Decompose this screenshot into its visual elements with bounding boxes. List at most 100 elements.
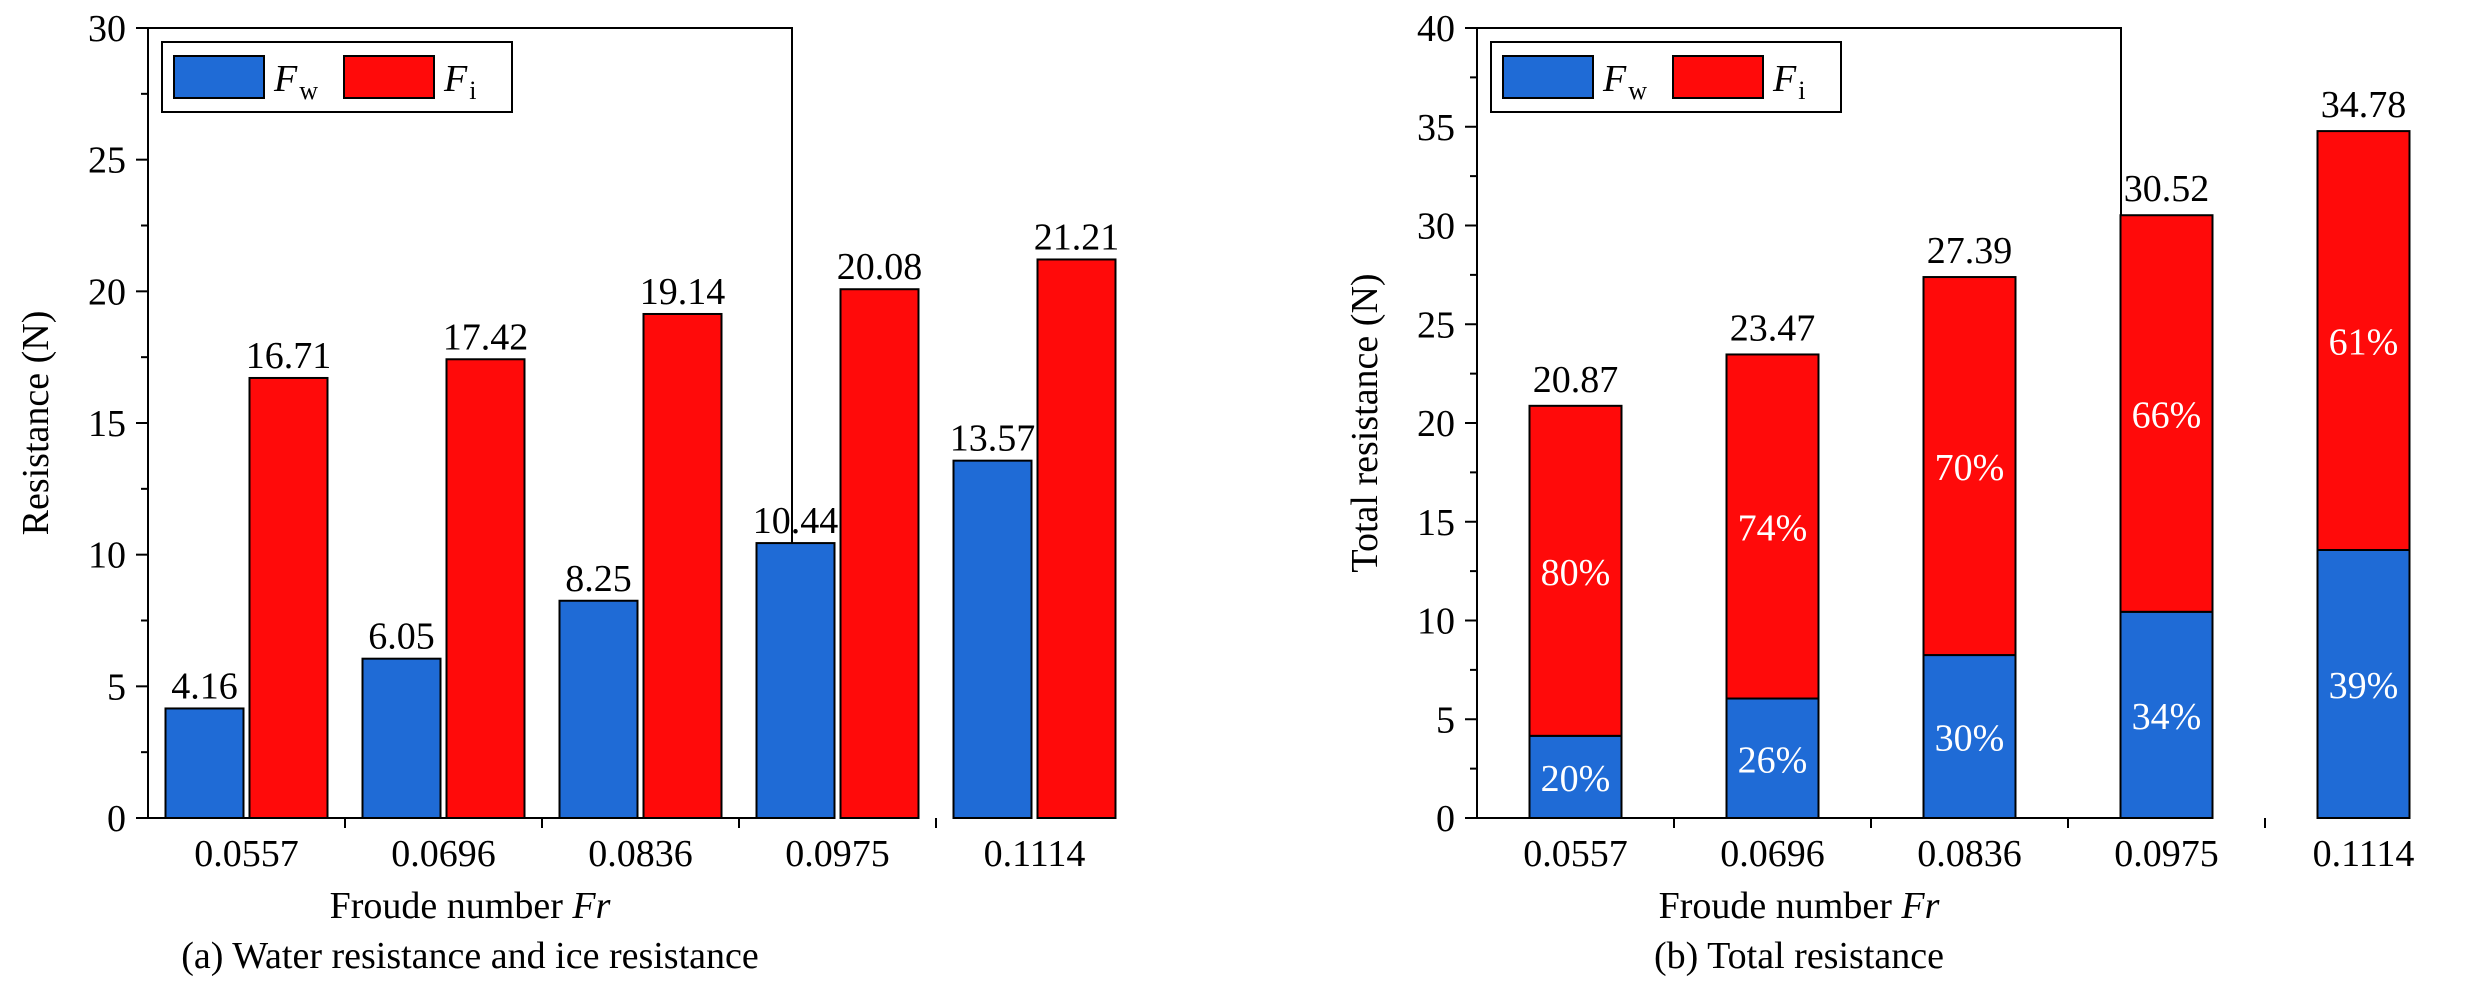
- data-label-fi: 19.14: [640, 271, 726, 313]
- bar-fi: [1528, 404, 1623, 737]
- y-tick-label: 15: [88, 403, 126, 445]
- x-tick-label: 0.1114: [984, 833, 1086, 875]
- x-tick-label: 0.0557: [194, 833, 299, 875]
- x-axis-label-text: Froude number: [330, 885, 564, 927]
- total-label: 34.78: [2321, 84, 2407, 126]
- x-tick-label: 0.0975: [785, 833, 890, 875]
- chart-a: 0 5 10 15 20 25 30 0.0557 0.0696 0.0836 0.0975 0.11…: [15, 8, 1119, 977]
- y-tick-label: 30: [1417, 206, 1455, 248]
- y-tick-label: 15: [1417, 502, 1455, 544]
- bar-fi: [445, 358, 526, 819]
- legend-label-fw: Fw: [1602, 58, 1647, 105]
- bar-fw: [755, 542, 836, 820]
- legend-subscript: w: [299, 76, 318, 105]
- bar-fi: [1725, 353, 1820, 700]
- x-tick-label: 0.0836: [1917, 833, 2022, 875]
- x-axis-label-space: [1892, 885, 1902, 927]
- bar-fw: [1725, 697, 1820, 820]
- legend-symbol: F: [443, 58, 468, 100]
- legend-label-fi: Fi: [443, 58, 476, 105]
- y-tick-label: 25: [1417, 304, 1455, 346]
- total-label: 27.39: [1927, 230, 2013, 272]
- legend-label-fw: Fw: [273, 58, 318, 105]
- percent-label-fw: 20%: [1541, 758, 1611, 800]
- legend-subscript: i: [1798, 76, 1805, 105]
- percent-label-fi: 61%: [2329, 322, 2399, 364]
- bar-fi: [2316, 130, 2411, 551]
- data-label-fw: 10.44: [753, 500, 839, 542]
- legend-symbol: F: [1772, 58, 1797, 100]
- x-axis-label: Froude number Fr: [330, 885, 611, 927]
- chart-caption: (b) Total resistance: [1654, 935, 1944, 977]
- legend-symbol: F: [273, 58, 298, 100]
- percent-label-fi: 66%: [2132, 395, 2202, 437]
- chart-caption: (a) Water resistance and ice resistance: [181, 935, 759, 977]
- percent-label-fw: 26%: [1738, 739, 1808, 781]
- bar-fw: [1528, 734, 1623, 820]
- x-axis-label-symbol: Fr: [571, 885, 610, 927]
- data-label-fi: 21.21: [1034, 216, 1120, 258]
- percent-label-fw: 39%: [2329, 665, 2399, 707]
- y-tick-label: 5: [1436, 699, 1455, 741]
- percent-label-fi: 74%: [1738, 507, 1808, 549]
- y-tick-label: 0: [107, 798, 126, 840]
- total-label: 23.47: [1730, 307, 1816, 349]
- data-label-fw: 8.25: [565, 558, 632, 600]
- y-tick-label: 20: [1417, 403, 1455, 445]
- legend-swatch-fi: [343, 55, 435, 99]
- y-tick-label: 25: [88, 140, 126, 182]
- x-tick-label: 0.0975: [2114, 833, 2219, 875]
- data-label-fi: 16.71: [246, 335, 332, 377]
- percent-label-fw: 34%: [2132, 696, 2202, 738]
- legend-swatch-fw: [1502, 55, 1594, 99]
- y-tick-label: 30: [88, 8, 126, 50]
- bar-fi: [642, 312, 723, 819]
- legend-symbol: F: [1602, 58, 1627, 100]
- x-tick-label: 0.0696: [391, 833, 496, 875]
- y-tick-label: 0: [1436, 798, 1455, 840]
- data-label-fi: 20.08: [837, 246, 923, 288]
- y-axis-label: Resistance (N): [15, 311, 57, 536]
- x-tick-label: 0.0696: [1720, 833, 1825, 875]
- total-label: 20.87: [1533, 359, 1619, 401]
- y-tick-label: 40: [1417, 8, 1455, 50]
- legend-swatch-fi: [1672, 55, 1764, 99]
- bar-fw: [361, 657, 442, 820]
- data-label-fw: 4.16: [171, 665, 238, 707]
- x-tick-label: 0.0836: [588, 833, 693, 875]
- bar-fw: [164, 707, 245, 819]
- legend-subscript: i: [469, 76, 476, 105]
- y-tick-label: 20: [88, 271, 126, 313]
- legend: Fw Fi: [161, 41, 513, 113]
- y-tick-label: 5: [107, 666, 126, 708]
- x-tick-label: 0.0557: [1523, 833, 1628, 875]
- x-axis-label-text: Froude number: [1659, 885, 1893, 927]
- bar-fi: [248, 376, 329, 819]
- legend-subscript: w: [1628, 76, 1647, 105]
- legend: Fw Fi: [1490, 41, 1842, 113]
- percent-label-fi: 70%: [1935, 447, 2005, 489]
- chart-b: 0 5 10 15 20 25 30 35 40 0.0557 0.0696 0.0836 0.0975…: [1344, 8, 2414, 977]
- bar-fw: [558, 599, 639, 819]
- x-axis-label: Froude number Fr: [1659, 885, 1940, 927]
- percent-label-fw: 30%: [1935, 718, 2005, 760]
- y-tick-label: 10: [1417, 601, 1455, 643]
- data-label-fw: 6.05: [368, 616, 435, 658]
- x-tick-label: 0.1114: [2313, 833, 2415, 875]
- x-axis-label-symbol: Fr: [1900, 885, 1939, 927]
- bar-fi: [2119, 214, 2214, 613]
- y-tick-label: 35: [1417, 107, 1455, 149]
- bar-fw: [1922, 654, 2017, 819]
- bar-fw: [2119, 610, 2214, 819]
- total-label: 30.52: [2124, 168, 2210, 210]
- percent-label-fi: 80%: [1541, 552, 1611, 594]
- legend-swatch-fw: [173, 55, 265, 99]
- y-axis-label: Total resistance (N): [1344, 273, 1386, 572]
- y-tick-label: 10: [88, 535, 126, 577]
- bar-fw: [952, 459, 1033, 819]
- legend-label-fi: Fi: [1772, 58, 1805, 105]
- data-label-fi: 17.42: [443, 316, 529, 358]
- bar-fi: [1036, 258, 1117, 820]
- bar-fw: [2316, 548, 2411, 819]
